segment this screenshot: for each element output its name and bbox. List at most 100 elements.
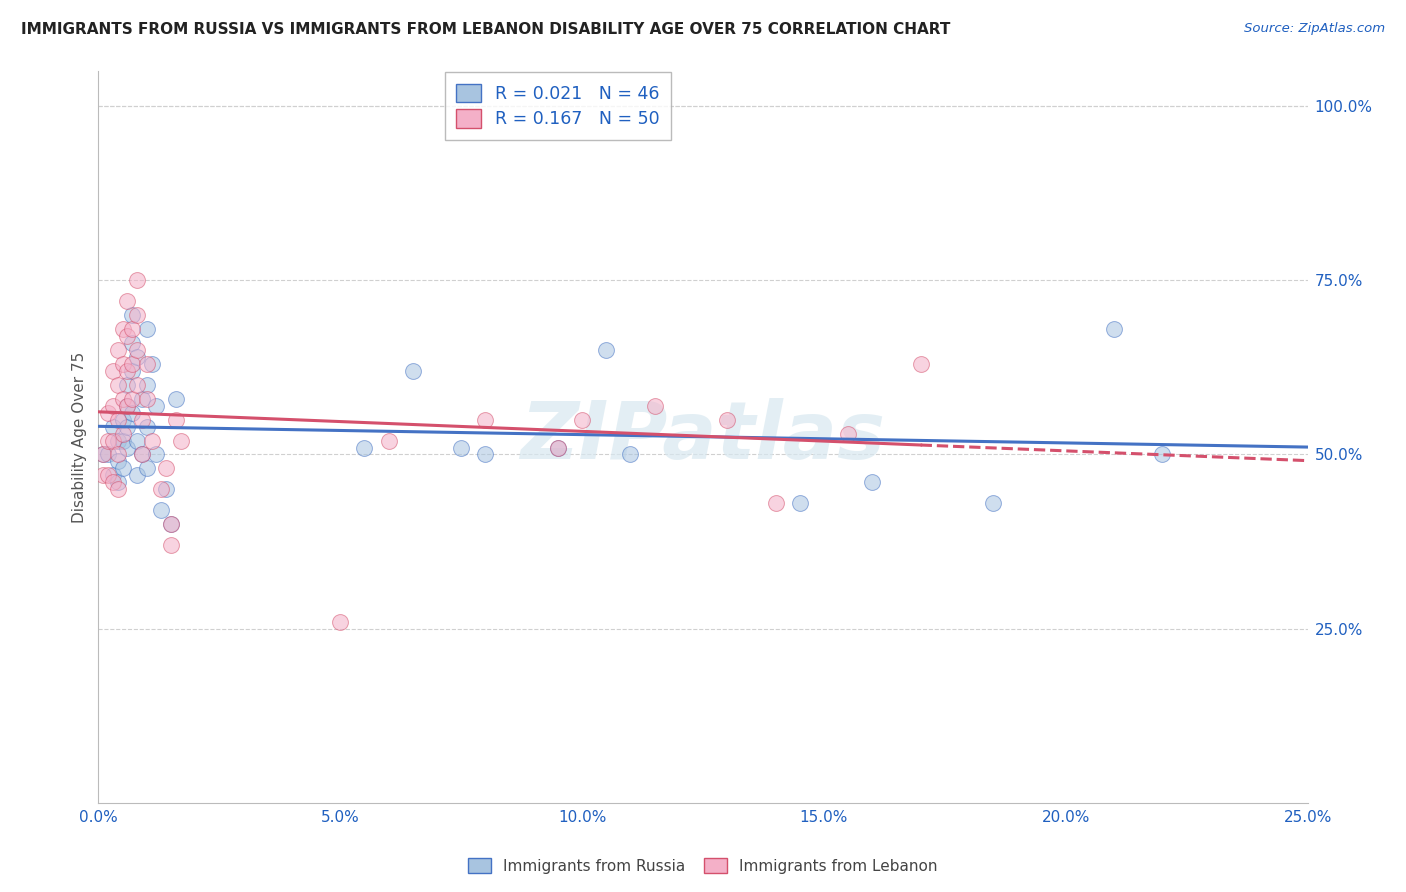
Point	[117, 419, 139, 434]
Point	[121, 308, 143, 322]
Point	[571, 412, 593, 426]
Point	[127, 308, 149, 322]
Point	[101, 434, 124, 448]
Point	[117, 377, 139, 392]
Point	[135, 461, 157, 475]
Point	[111, 392, 134, 406]
Point	[91, 448, 114, 462]
Point	[474, 412, 496, 426]
Point	[165, 392, 187, 406]
Point	[97, 434, 120, 448]
Point	[644, 399, 666, 413]
Point	[547, 441, 569, 455]
Point	[111, 322, 134, 336]
Point	[111, 434, 134, 448]
Point	[716, 412, 738, 426]
Point	[127, 468, 149, 483]
Point	[377, 434, 399, 448]
Point	[160, 517, 183, 532]
Point	[121, 406, 143, 420]
Point	[101, 468, 124, 483]
Point	[619, 448, 641, 462]
Point	[789, 496, 811, 510]
Point	[131, 412, 153, 426]
Point	[402, 364, 425, 378]
Point	[329, 615, 352, 629]
Point	[107, 483, 129, 497]
Point	[127, 273, 149, 287]
Point	[450, 441, 472, 455]
Point	[141, 357, 163, 371]
Point	[353, 441, 375, 455]
Point	[169, 434, 191, 448]
Point	[135, 419, 157, 434]
Point	[150, 483, 173, 497]
Point	[141, 434, 163, 448]
Point	[117, 399, 139, 413]
Point	[107, 343, 129, 357]
Point	[155, 461, 177, 475]
Point	[107, 377, 129, 392]
Point	[131, 448, 153, 462]
Point	[107, 448, 129, 462]
Point	[111, 357, 134, 371]
Point	[127, 343, 149, 357]
Point	[145, 399, 167, 413]
Point	[121, 364, 143, 378]
Point	[91, 468, 114, 483]
Point	[97, 468, 120, 483]
Point	[91, 448, 114, 462]
Point	[837, 426, 859, 441]
Point	[121, 322, 143, 336]
Point	[547, 441, 569, 455]
Point	[107, 434, 129, 448]
Point	[145, 448, 167, 462]
Point	[160, 517, 183, 532]
Legend: R = 0.021   N = 46, R = 0.167   N = 50: R = 0.021 N = 46, R = 0.167 N = 50	[444, 72, 671, 140]
Text: IMMIGRANTS FROM RUSSIA VS IMMIGRANTS FROM LEBANON DISABILITY AGE OVER 75 CORRELA: IMMIGRANTS FROM RUSSIA VS IMMIGRANTS FRO…	[21, 22, 950, 37]
Point	[97, 406, 120, 420]
Point	[1152, 448, 1174, 462]
Point	[127, 350, 149, 364]
Point	[595, 343, 617, 357]
Point	[981, 496, 1004, 510]
Legend: Immigrants from Russia, Immigrants from Lebanon: Immigrants from Russia, Immigrants from …	[463, 852, 943, 880]
Point	[474, 448, 496, 462]
Point	[97, 448, 120, 462]
Point	[107, 475, 129, 490]
Point	[860, 475, 883, 490]
Point	[1102, 322, 1125, 336]
Point	[101, 364, 124, 378]
Y-axis label: Disability Age Over 75: Disability Age Over 75	[72, 351, 87, 523]
Point	[127, 434, 149, 448]
Point	[111, 461, 134, 475]
Point	[121, 336, 143, 351]
Point	[107, 412, 129, 426]
Point	[101, 399, 124, 413]
Point	[117, 441, 139, 455]
Point	[111, 412, 134, 426]
Point	[160, 538, 183, 552]
Point	[101, 419, 124, 434]
Point	[131, 448, 153, 462]
Point	[101, 475, 124, 490]
Text: ZIPatlas: ZIPatlas	[520, 398, 886, 476]
Point	[135, 377, 157, 392]
Point	[135, 357, 157, 371]
Point	[135, 322, 157, 336]
Point	[117, 294, 139, 309]
Point	[117, 364, 139, 378]
Point	[910, 357, 932, 371]
Point	[135, 392, 157, 406]
Text: Source: ZipAtlas.com: Source: ZipAtlas.com	[1244, 22, 1385, 36]
Point	[131, 392, 153, 406]
Point	[155, 483, 177, 497]
Point	[765, 496, 787, 510]
Point	[127, 377, 149, 392]
Point	[107, 454, 129, 468]
Point	[165, 412, 187, 426]
Point	[111, 426, 134, 441]
Point	[117, 329, 139, 343]
Point	[150, 503, 173, 517]
Point	[117, 399, 139, 413]
